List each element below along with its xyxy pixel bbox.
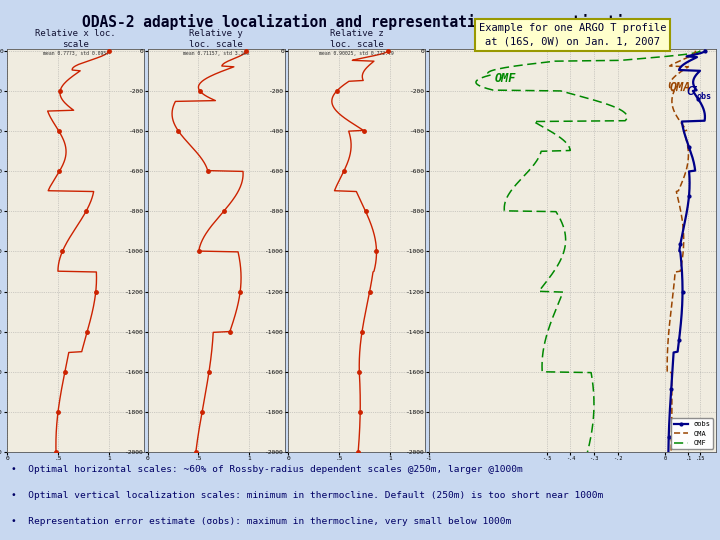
OMA — [667, 440, 675, 446]
OMF — [583, 449, 592, 455]
OMF — [552, 265, 560, 271]
Line: OMA: OMA — [667, 51, 696, 452]
OMA — [667, 449, 675, 455]
OMF — [536, 286, 544, 293]
Text: $\sigma$: $\sigma$ — [686, 83, 698, 98]
σobs — [676, 241, 685, 247]
σobs — [701, 48, 709, 54]
OMF — [588, 376, 597, 383]
OMF — [696, 48, 705, 54]
Line: OMF: OMF — [476, 51, 701, 452]
Text: OMA: OMA — [670, 81, 691, 94]
OMA — [677, 265, 685, 271]
OMA — [679, 241, 688, 247]
OMA — [691, 48, 700, 54]
σobs — [678, 265, 686, 271]
Text: mean 0.7773, std 0.0957: mean 0.7773, std 0.0957 — [42, 51, 109, 56]
Title: Relative y
loc. scale: Relative y loc. scale — [189, 29, 243, 49]
OMA — [669, 286, 678, 293]
Legend: σobs, OMA, OMF: σobs, OMA, OMF — [671, 418, 713, 449]
σobs — [665, 440, 673, 446]
Title: Relative x loc.
scale: Relative x loc. scale — [35, 29, 116, 49]
OMF — [561, 241, 570, 247]
σobs — [678, 286, 687, 293]
Text: •  Optimal vertical localization scales: minimum in thermocline. Default (250m) : • Optimal vertical localization scales: … — [11, 491, 603, 500]
σobs — [664, 449, 672, 455]
σobs — [667, 376, 676, 383]
OMA — [667, 376, 676, 383]
Text: •  Representation error estimate (σobs): maximum in thermocline, very small belo: • Representation error estimate (σobs): … — [11, 517, 511, 526]
Text: obs: obs — [697, 92, 711, 101]
OMF — [585, 440, 594, 446]
σobs — [677, 238, 685, 245]
OMA — [680, 238, 688, 245]
Text: OMF: OMF — [495, 72, 516, 85]
Title: Relative z
loc. scale: Relative z loc. scale — [330, 29, 384, 49]
Title: Example for one ARGO T profile
at (16S, 0W) on Jan. 1, 2007: Example for one ARGO T profile at (16S, … — [479, 23, 666, 46]
Text: mean 0.90025, std 0.772.79: mean 0.90025, std 0.772.79 — [320, 51, 394, 56]
Line: σobs: σobs — [667, 49, 706, 454]
Text: •  Optimal horizontal scales: ~60% of Rossby-radius dependent scales @250m, larg: • Optimal horizontal scales: ~60% of Ros… — [11, 465, 523, 475]
OMF — [562, 238, 570, 245]
Text: mean 0.71157, std 3.195: mean 0.71157, std 3.195 — [183, 51, 249, 56]
Text: ODAS-2 adaptive localization and representation-error estimation: ODAS-2 adaptive localization and represe… — [82, 14, 642, 30]
